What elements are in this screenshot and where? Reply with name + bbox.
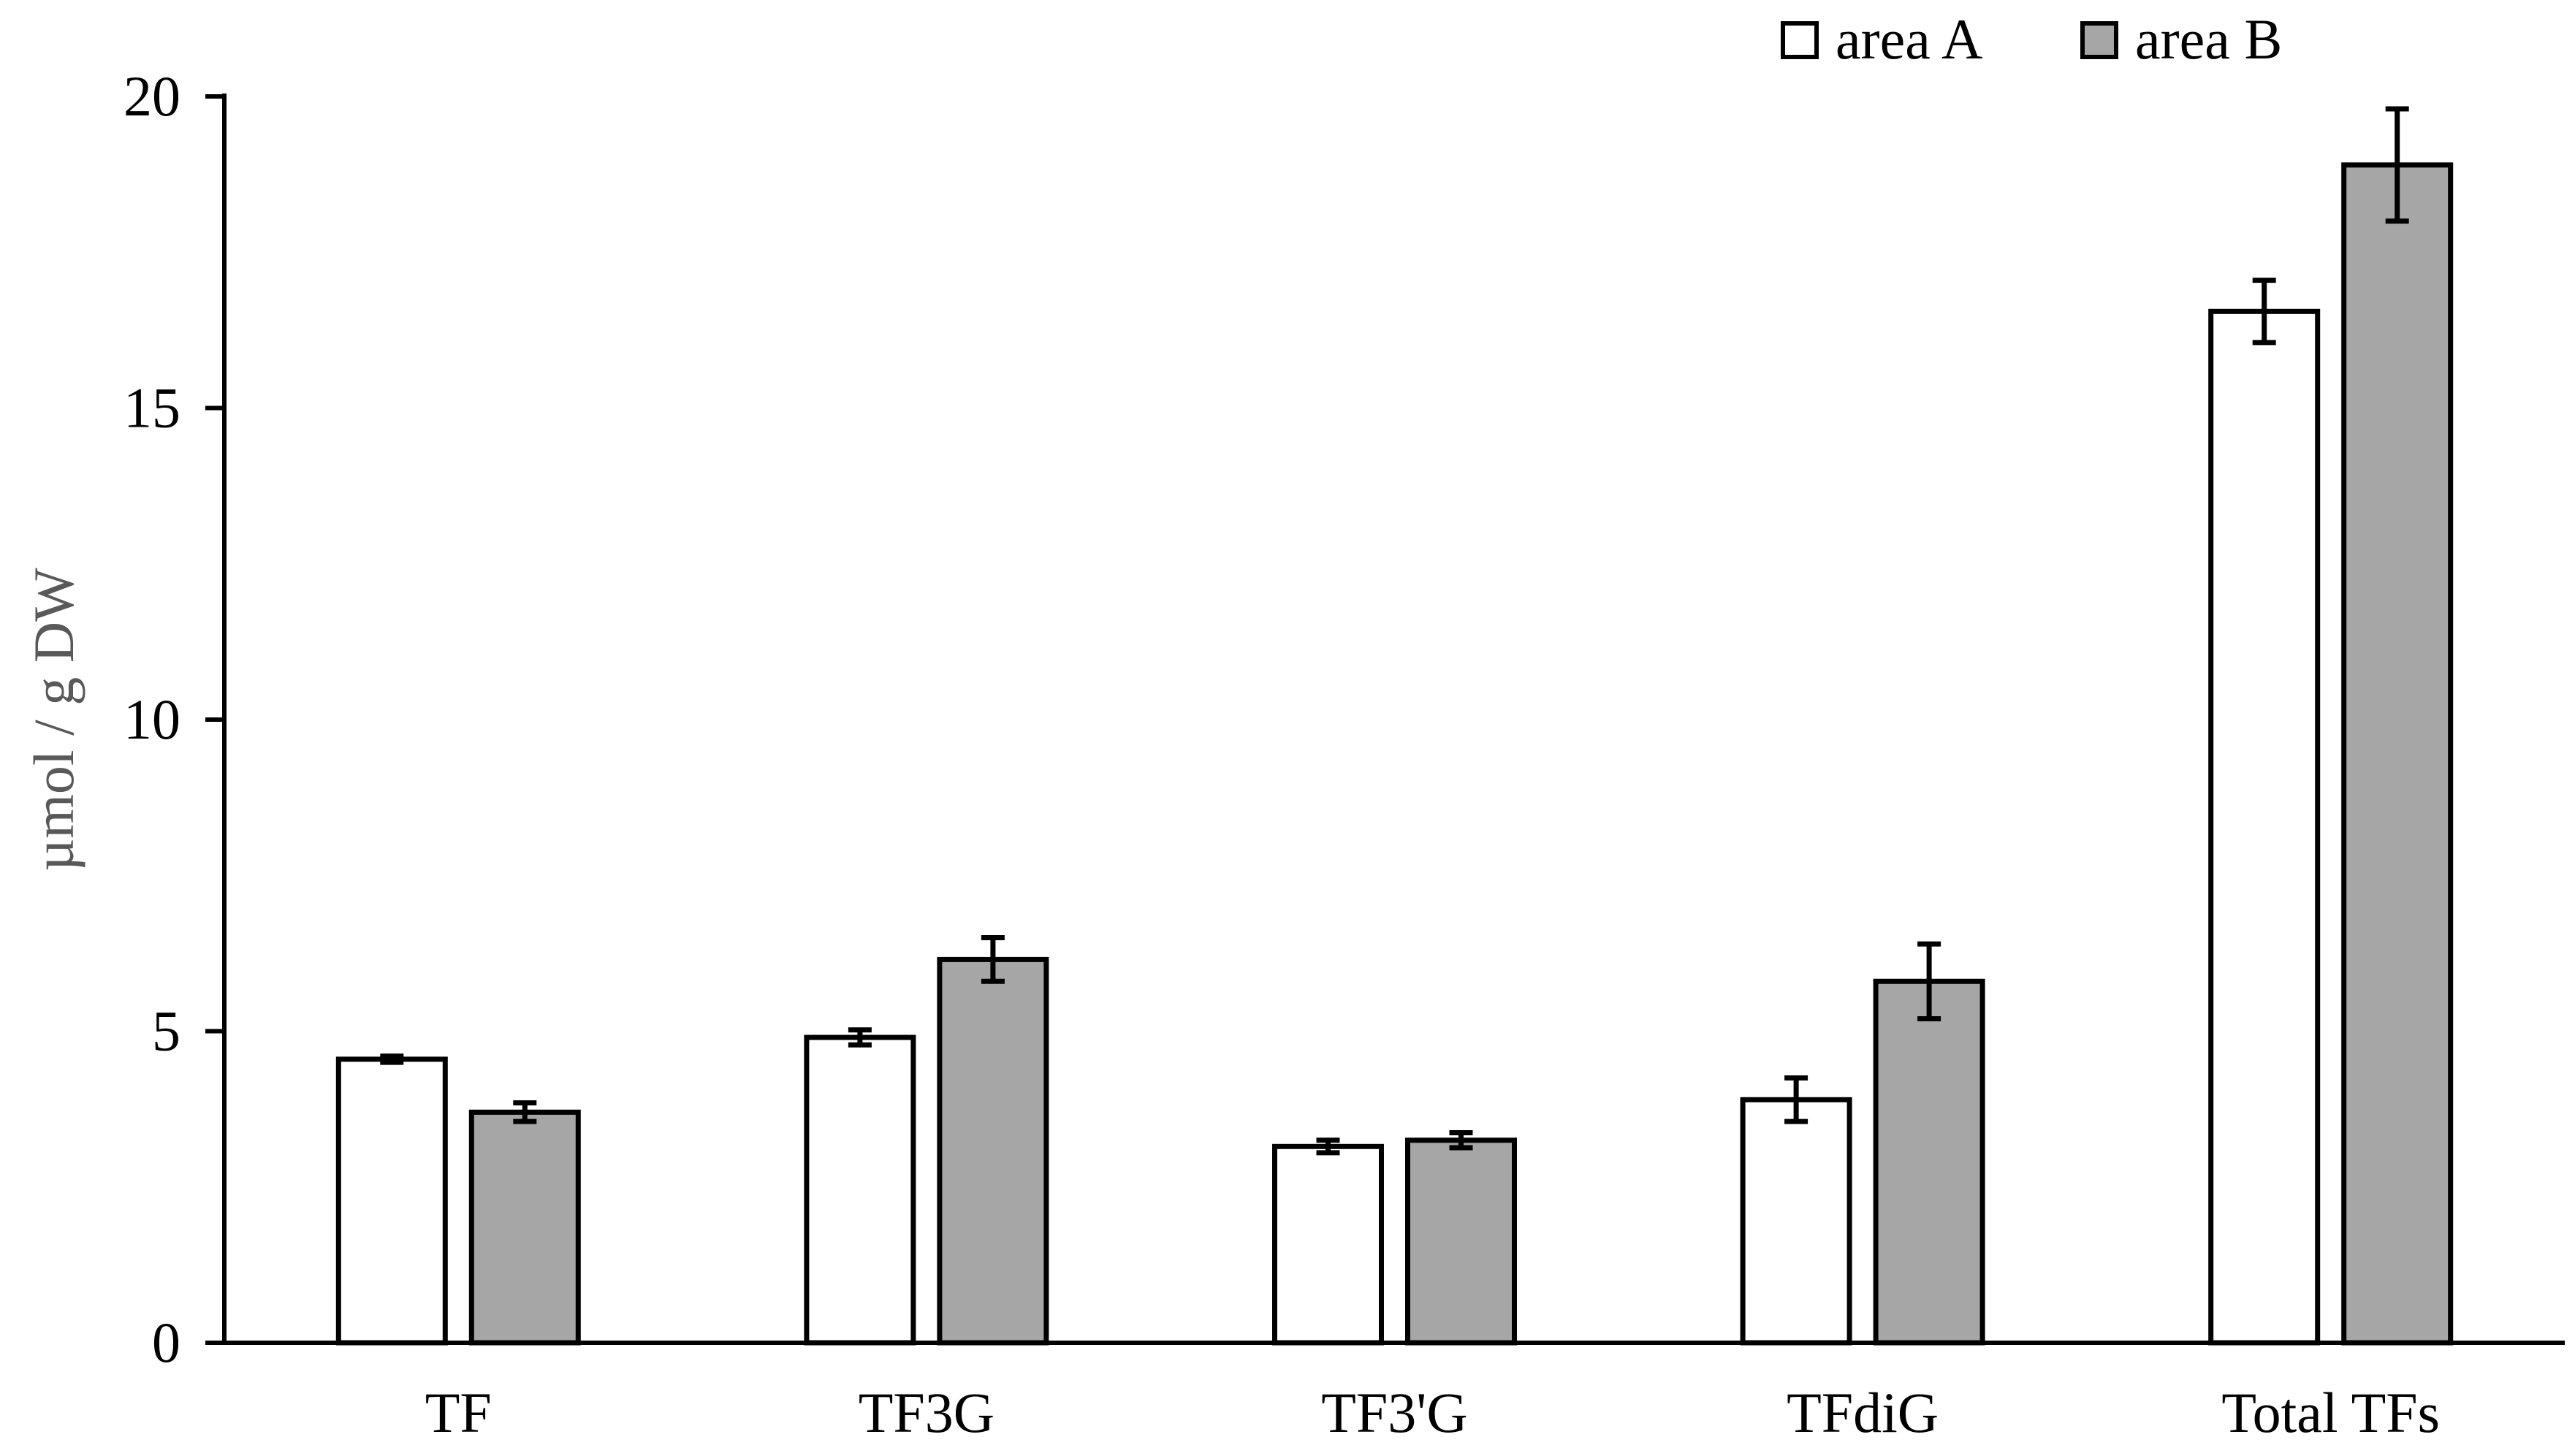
y-tick-label: 0 — [152, 1311, 180, 1374]
bar-area-b-4 — [2341, 162, 2454, 1346]
bar-area-a-0 — [335, 1056, 448, 1346]
bar-area-b-0 — [468, 1109, 581, 1346]
labels-layer: TF TF3G TF3'G TFdiG Total TFs 0 5 10 15 20 — [123, 64, 2440, 1444]
legend-swatch-area-b — [2080, 21, 2118, 59]
legend: area A area B — [1781, 7, 2282, 71]
x-tick-label: Total TFs — [2221, 1381, 2440, 1444]
bar-area-a-2 — [1272, 1143, 1384, 1346]
error-bars-layer — [380, 106, 2409, 1156]
bar-area-a-3 — [1740, 1097, 1852, 1346]
legend-label-area-a: area A — [1836, 7, 1982, 71]
y-tick-label: 20 — [123, 64, 180, 128]
axes-layer — [205, 94, 2565, 1345]
y-tick-label: 15 — [123, 376, 180, 440]
x-tick-label: TFdiG — [1787, 1381, 1939, 1444]
x-tick-label: TF — [425, 1381, 492, 1444]
y-axis-title: µmol / g DW — [22, 568, 85, 872]
legend-label-area-b: area B — [2135, 7, 2282, 71]
bar-area-a-4 — [2208, 308, 2321, 1346]
y-tick-label: 5 — [152, 999, 180, 1063]
legend-swatch-area-a — [1781, 21, 1819, 59]
bar-area-b-2 — [1405, 1137, 1517, 1346]
x-tick-label: TF3'G — [1321, 1381, 1467, 1444]
bars-layer — [335, 162, 2454, 1346]
bar-area-b-3 — [1873, 978, 1985, 1346]
bar-area-b-1 — [937, 956, 1049, 1346]
y-tick-label: 10 — [123, 687, 180, 751]
x-tick-label: TF3G — [859, 1381, 994, 1444]
bar-area-a-1 — [804, 1034, 916, 1346]
